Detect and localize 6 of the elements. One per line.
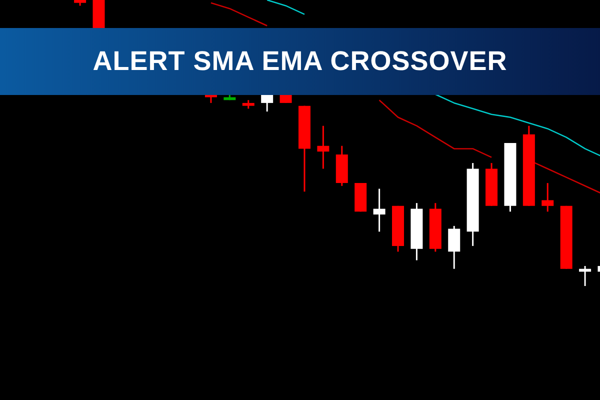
title-banner: ALERT SMA EMA CROSSOVER — [0, 28, 600, 95]
candlestick — [373, 188, 386, 232]
candlestick — [542, 182, 554, 212]
candlestick — [317, 125, 330, 170]
candlestick — [261, 94, 274, 112]
candlestick — [448, 225, 460, 270]
